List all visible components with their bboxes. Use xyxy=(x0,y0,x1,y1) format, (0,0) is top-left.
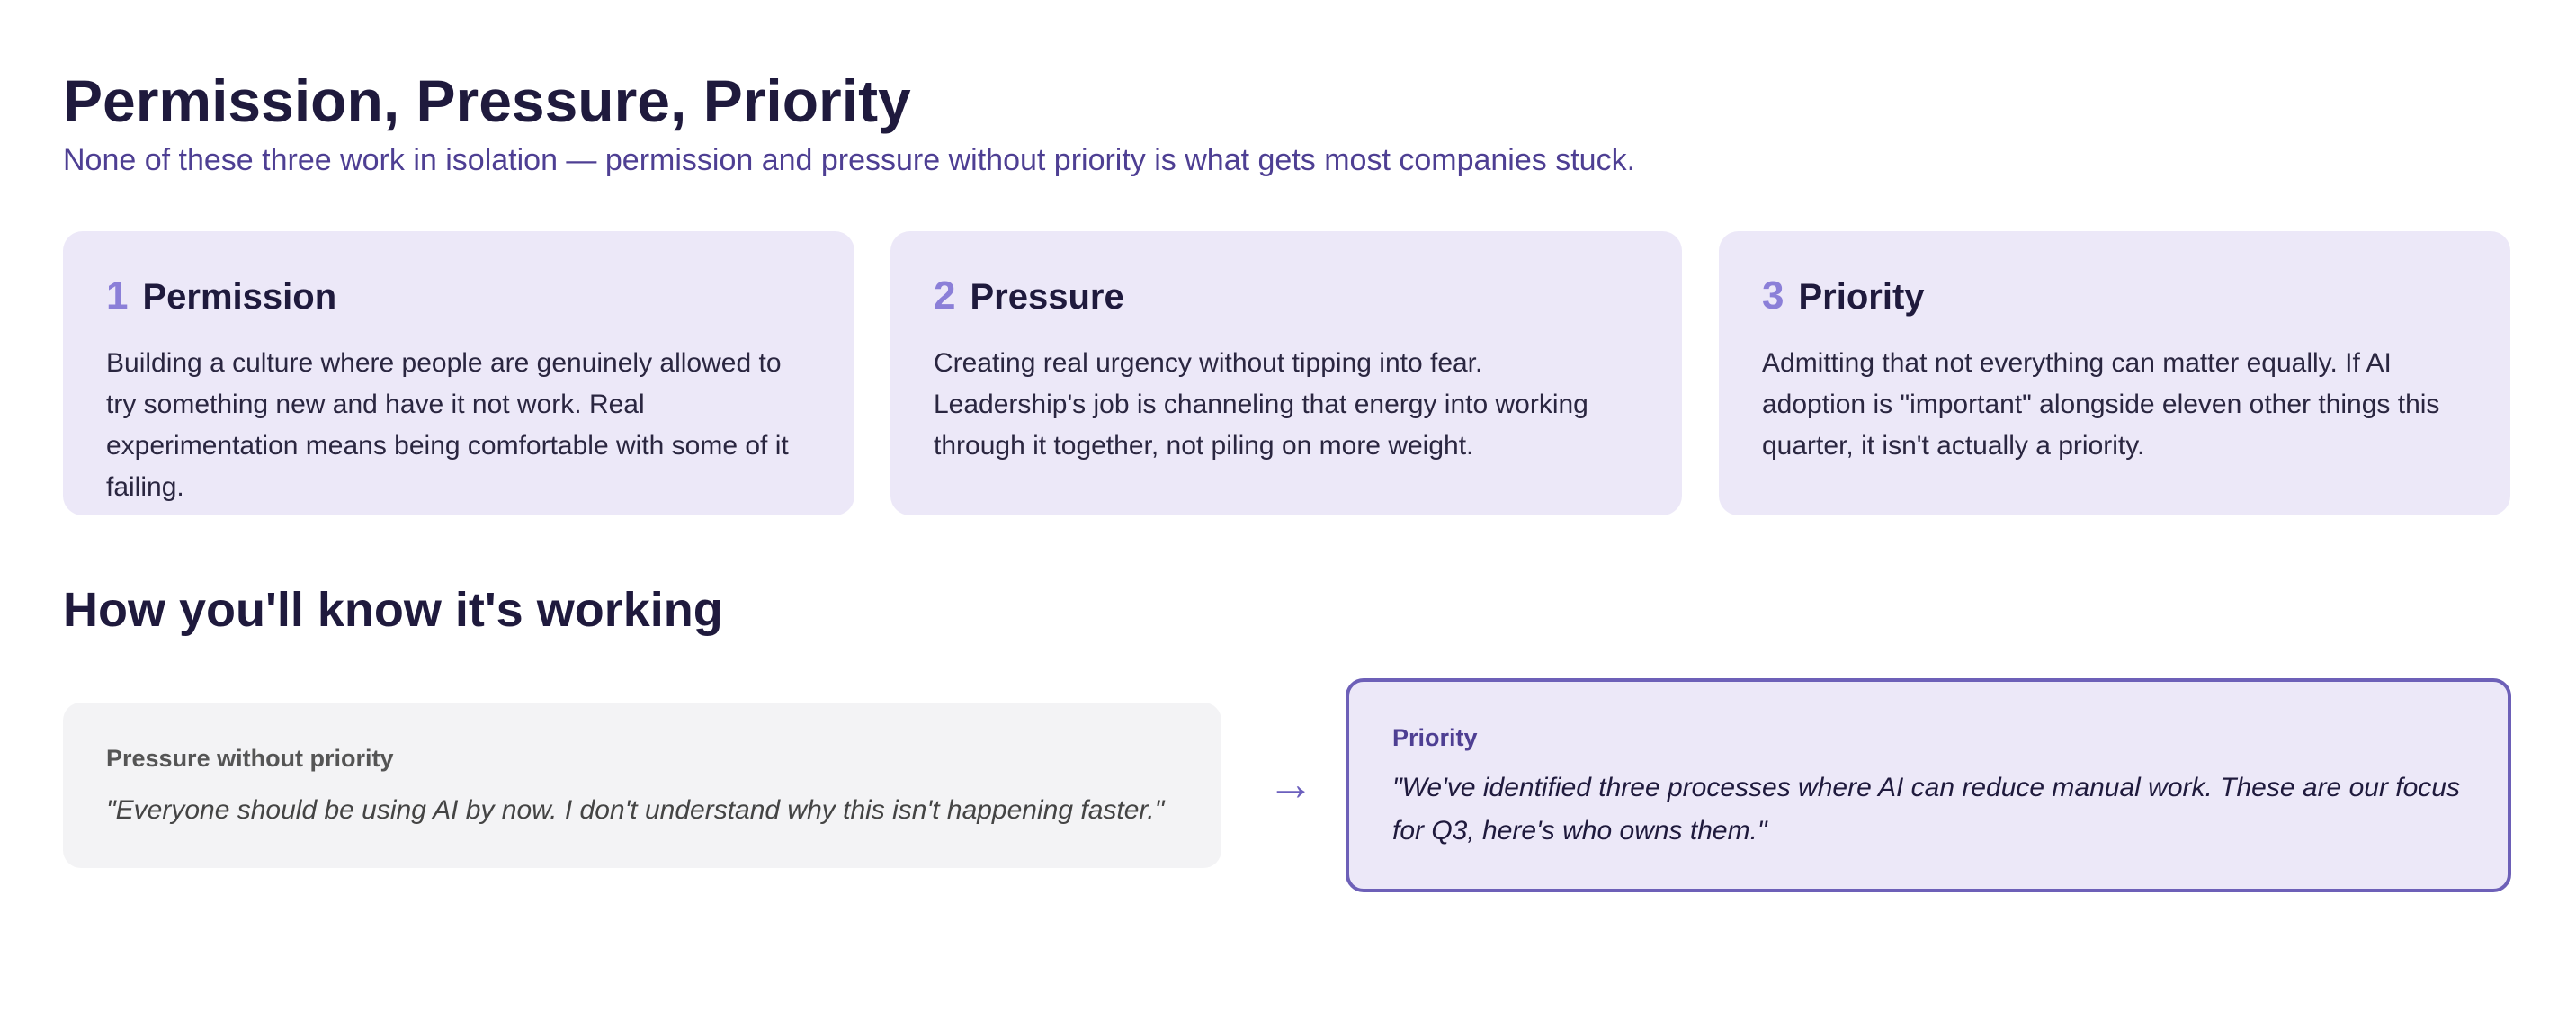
card-number: 3 xyxy=(1762,273,1784,318)
after-label: Priority xyxy=(1392,724,1478,751)
card-number: 1 xyxy=(106,273,129,318)
comparison: Pressure without priority "Everyone shou… xyxy=(63,678,2511,892)
card-heading: 3 Priority xyxy=(1762,273,2467,325)
right-arrow-icon: → xyxy=(1267,758,1314,811)
card-heading: 2 Pressure xyxy=(934,273,1639,325)
after-quote: "We've identified three processes where … xyxy=(1392,773,2460,846)
card-number: 2 xyxy=(934,273,956,318)
before-example-box: Pressure without priority "Everyone shou… xyxy=(63,703,1221,868)
section-title: How you'll know it's working xyxy=(63,583,723,637)
before-label: Pressure without priority xyxy=(106,745,394,772)
card-body: Building a culture where people are genu… xyxy=(106,348,789,502)
card-title: Priority xyxy=(1798,277,1925,317)
page-title: Permission, Pressure, Priority xyxy=(63,67,911,134)
before-quote: "Everyone should be using AI by now. I d… xyxy=(106,795,1165,825)
card-body: Admitting that not everything can matter… xyxy=(1762,348,2440,461)
card-priority: 3 Priority Admitting that not everything… xyxy=(1719,231,2510,515)
card-permission: 1 Permission Building a culture where pe… xyxy=(63,231,854,515)
after-example-box: Priority "We've identified three process… xyxy=(1346,678,2511,892)
card-pressure: 2 Pressure Creating real urgency without… xyxy=(890,231,1682,515)
card-title: Pressure xyxy=(970,277,1124,317)
pillar-cards: 1 Permission Building a culture where pe… xyxy=(63,231,2511,515)
card-body: Creating real urgency without tipping in… xyxy=(934,348,1588,461)
card-title: Permission xyxy=(142,277,337,317)
card-heading: 1 Permission xyxy=(106,273,811,325)
page-subtitle: None of these three work in isolation — … xyxy=(63,143,1636,177)
